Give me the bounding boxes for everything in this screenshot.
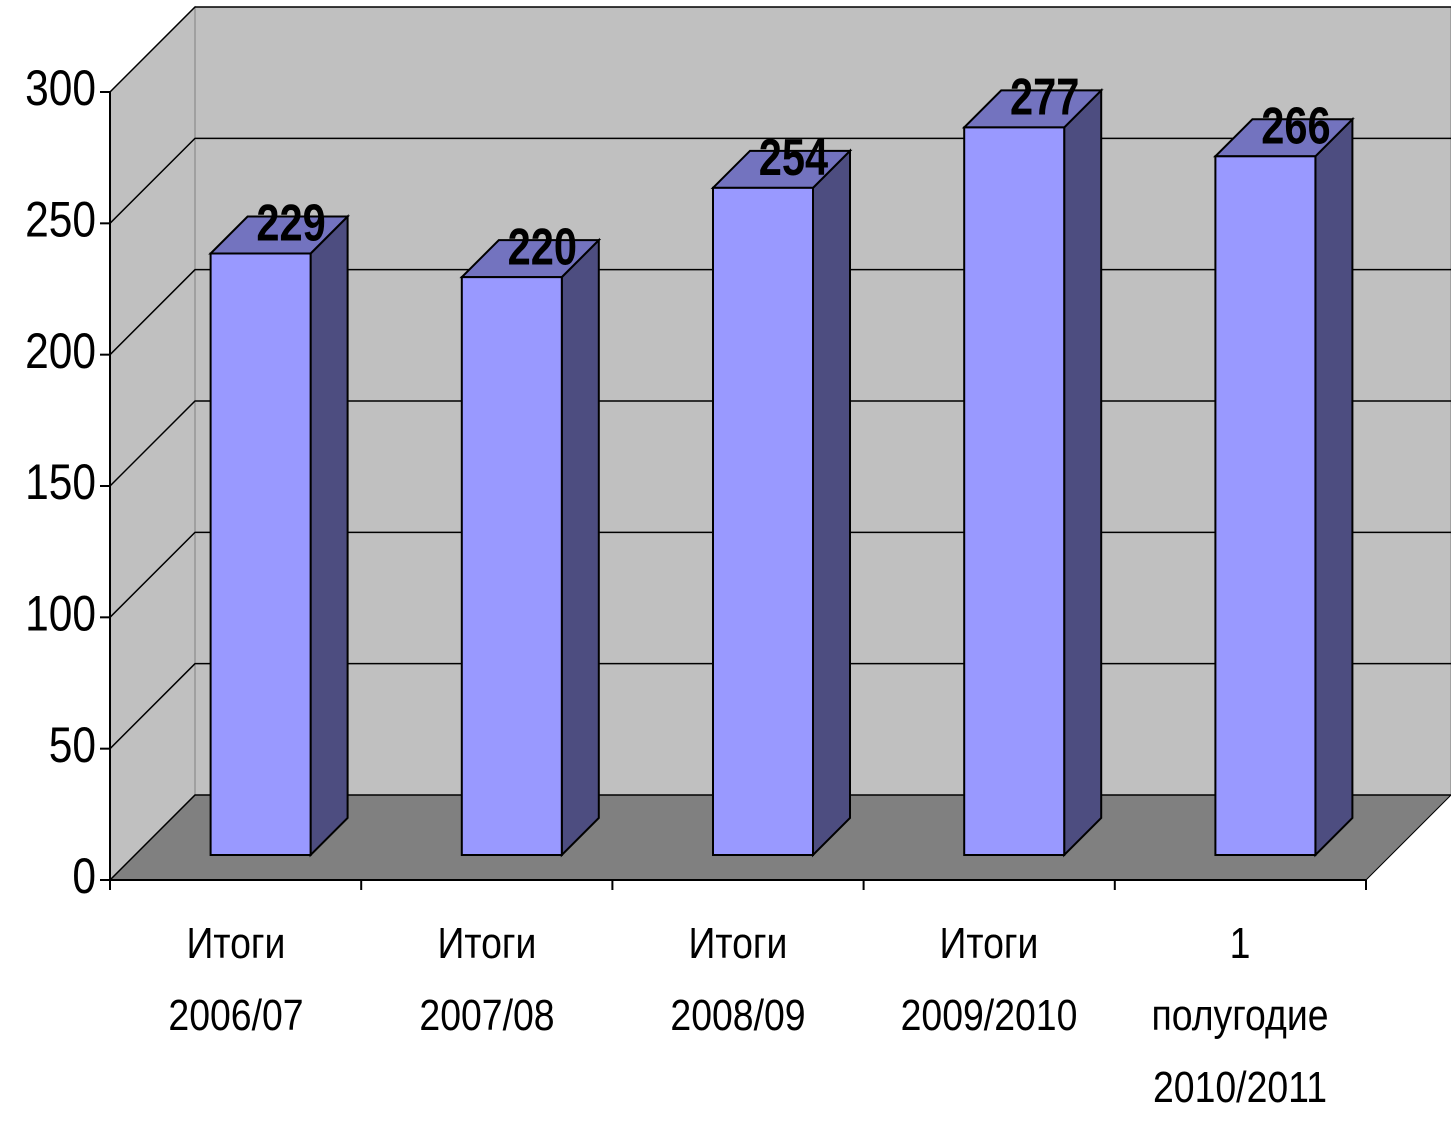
- bar-side: [1063, 87, 1103, 858]
- bar-side: [812, 148, 851, 858]
- y-tick-label: 50: [49, 717, 96, 773]
- y-tick-label: 200: [25, 323, 96, 379]
- x-tick-label: Итоги 2009/2010: [900, 919, 1078, 1040]
- y-tick-label: 150: [25, 454, 96, 510]
- y-tick-label: 250: [25, 191, 96, 247]
- x-tick-label: 1 полугодие 2010/2011: [1151, 919, 1329, 1112]
- bar: [1214, 155, 1317, 857]
- x-tick-label: Итоги 2008/09: [670, 919, 806, 1040]
- x-tick-label: Итоги 2007/08: [419, 919, 555, 1040]
- value-label: 266: [1261, 96, 1330, 155]
- y-tick-label: 300: [25, 60, 96, 116]
- x-tick-label: Итоги 2006/07: [167, 919, 304, 1040]
- y-tick-label: 0: [72, 848, 96, 904]
- y-tick-label: 100: [25, 585, 96, 641]
- bar-side: [309, 214, 349, 858]
- value-label: 229: [256, 193, 325, 252]
- bar: [712, 186, 814, 856]
- value-label: 277: [1010, 67, 1079, 126]
- grid-line: [109, 6, 1451, 93]
- bar: [209, 252, 312, 856]
- value-label: 254: [759, 128, 828, 187]
- bar-side: [560, 237, 600, 858]
- value-label: 220: [508, 217, 577, 276]
- bar: [460, 276, 563, 856]
- bar-side: [1314, 116, 1354, 858]
- bar: [963, 126, 1066, 856]
